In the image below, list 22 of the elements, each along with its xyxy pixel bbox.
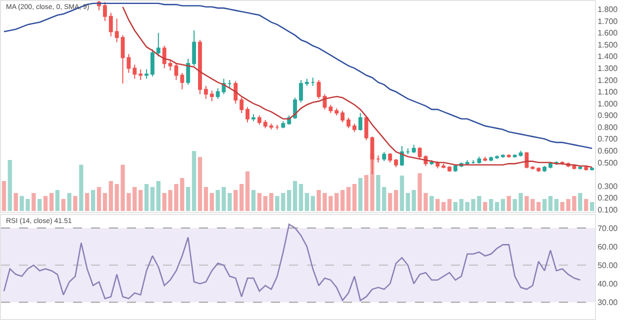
y-tick-label: 60.00 <box>598 242 618 252</box>
y-tick-label: 30.00 <box>598 298 618 308</box>
y-tick-label: 0.900 <box>598 111 618 120</box>
y-tick-label: 1.500 <box>598 40 618 50</box>
y-tick-label: 1.800 <box>598 5 618 14</box>
y-tick-label: 1.200 <box>598 76 618 85</box>
y-tick-label: 1.000 <box>598 99 618 108</box>
y-tick-label: 40.00 <box>598 280 618 289</box>
y-tick-label: 0.700 <box>598 134 618 144</box>
y-tick-label: 1.400 <box>598 52 618 62</box>
y-tick-label: 1.300 <box>598 64 618 73</box>
y-tick-label: 70.00 <box>598 224 618 233</box>
y-tick-label: 0.500 <box>598 158 618 168</box>
y-tick-label: 0.800 <box>598 122 618 132</box>
y-tick-label: 0.100 <box>598 205 618 214</box>
y-tick-label: 0.200 <box>598 194 618 203</box>
y-tick-label: 1.600 <box>598 28 618 38</box>
y-tick-label: 1.700 <box>598 16 618 26</box>
y-tick-label: 1.100 <box>598 88 618 97</box>
y-tick-label: 0.300 <box>598 182 618 191</box>
y-tick-label: 50.00 <box>598 260 618 270</box>
y-tick-label: 0.600 <box>598 146 618 156</box>
